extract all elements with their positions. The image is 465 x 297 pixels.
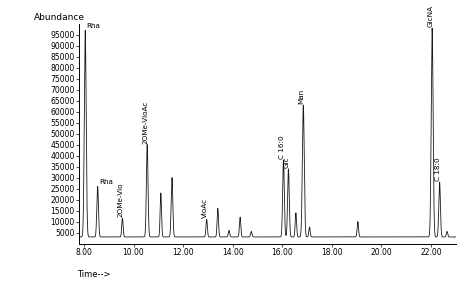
Text: Time-->: Time-->	[77, 270, 111, 279]
Text: Man: Man	[299, 89, 305, 104]
Text: C 16:0: C 16:0	[279, 135, 285, 159]
Text: GlcNA: GlcNA	[427, 5, 433, 27]
Text: VioAc: VioAc	[202, 198, 208, 218]
Text: Rha: Rha	[99, 179, 113, 185]
Text: 2OMe-Vio: 2OMe-Vio	[118, 183, 124, 217]
Text: 2OMe-VioAc: 2OMe-VioAc	[142, 100, 148, 143]
Text: Rha: Rha	[86, 23, 100, 29]
Text: Glc: Glc	[284, 156, 290, 168]
Text: Abundance: Abundance	[34, 12, 85, 22]
Text: C 18:0: C 18:0	[435, 157, 441, 181]
